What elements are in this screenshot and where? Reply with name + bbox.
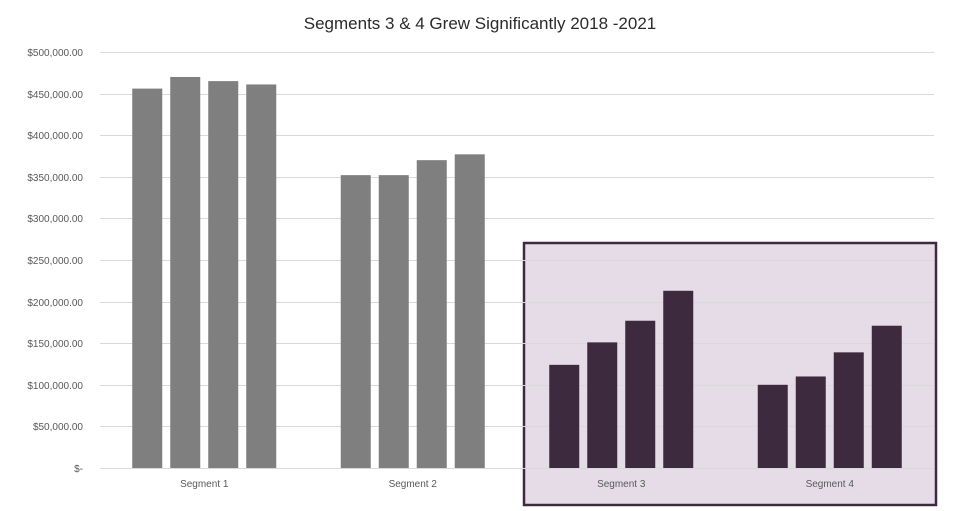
bar — [246, 84, 277, 468]
bar — [416, 160, 447, 468]
x-tick-label: Segment 1 — [180, 479, 229, 490]
y-tick-label: $- — [74, 464, 83, 475]
bar — [663, 290, 694, 468]
bar — [170, 76, 201, 469]
y-tick-label: $150,000.00 — [27, 339, 83, 350]
y-tick-label: $250,000.00 — [27, 256, 83, 267]
y-tick-label: $200,000.00 — [27, 298, 83, 309]
bar — [625, 320, 656, 468]
chart-title: Segments 3 & 4 Grew Significantly 2018 -… — [303, 14, 657, 33]
bar — [795, 376, 826, 468]
x-tick-label: Segment 2 — [389, 479, 438, 490]
bar — [871, 325, 902, 468]
bar — [454, 154, 485, 468]
bar — [340, 175, 371, 469]
x-tick-label: Segment 3 — [597, 479, 646, 490]
y-tick-label: $100,000.00 — [27, 381, 83, 392]
bar — [132, 88, 163, 468]
y-tick-label: $350,000.00 — [27, 173, 83, 184]
y-tick-label: $450,000.00 — [27, 90, 83, 101]
y-tick-label: $400,000.00 — [27, 131, 83, 142]
bar — [587, 342, 618, 468]
bar — [208, 81, 239, 469]
bar — [833, 352, 864, 468]
bar — [378, 175, 409, 469]
y-tick-label: $500,000.00 — [27, 48, 83, 59]
x-tick-label: Segment 4 — [806, 479, 855, 490]
bar — [757, 384, 788, 468]
y-tick-label: $50,000.00 — [33, 422, 83, 433]
y-tick-label: $300,000.00 — [27, 214, 83, 225]
bar — [549, 364, 580, 468]
